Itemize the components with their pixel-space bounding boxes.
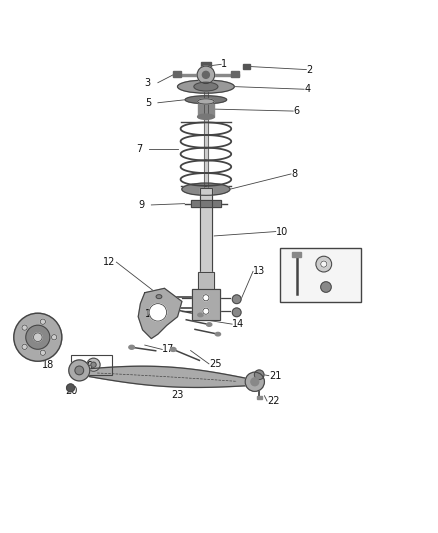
Ellipse shape <box>215 333 221 336</box>
Polygon shape <box>138 288 182 338</box>
Circle shape <box>14 313 62 361</box>
Bar <box>192 289 220 320</box>
Ellipse shape <box>198 99 214 104</box>
Bar <box>198 101 214 117</box>
Text: 7: 7 <box>136 143 142 154</box>
Circle shape <box>197 66 215 84</box>
Bar <box>191 200 221 207</box>
Text: 1: 1 <box>221 59 227 69</box>
Circle shape <box>91 362 96 367</box>
Text: 17: 17 <box>162 344 175 354</box>
Text: 18: 18 <box>42 360 54 370</box>
Circle shape <box>69 360 90 381</box>
Text: 24: 24 <box>343 282 356 293</box>
Text: 2: 2 <box>306 64 313 75</box>
Ellipse shape <box>156 295 162 298</box>
Text: 19: 19 <box>81 361 94 371</box>
Circle shape <box>321 261 327 267</box>
Circle shape <box>245 372 265 391</box>
Bar <box>280 248 361 302</box>
Bar <box>198 272 214 289</box>
Ellipse shape <box>182 183 230 195</box>
Ellipse shape <box>156 306 162 310</box>
Ellipse shape <box>170 348 176 351</box>
Circle shape <box>316 256 332 272</box>
Text: 13: 13 <box>253 266 265 276</box>
Circle shape <box>232 295 241 304</box>
Circle shape <box>75 366 84 375</box>
Circle shape <box>33 333 42 342</box>
Ellipse shape <box>177 80 234 93</box>
Text: 6: 6 <box>293 106 299 116</box>
Circle shape <box>203 295 209 301</box>
Text: 12: 12 <box>103 257 116 267</box>
Text: 20: 20 <box>65 386 78 396</box>
Text: 4: 4 <box>304 84 310 94</box>
Circle shape <box>52 335 57 340</box>
Circle shape <box>22 325 27 330</box>
Ellipse shape <box>207 323 212 326</box>
Circle shape <box>232 308 241 317</box>
Text: 22: 22 <box>267 396 279 406</box>
Ellipse shape <box>198 114 214 119</box>
Circle shape <box>87 358 100 372</box>
Bar <box>71 354 112 375</box>
Text: 15: 15 <box>145 309 157 319</box>
Bar <box>292 252 301 257</box>
Circle shape <box>203 308 209 314</box>
Text: 21: 21 <box>269 370 281 381</box>
Text: 9: 9 <box>138 200 145 210</box>
Bar <box>257 395 262 399</box>
Circle shape <box>251 378 259 386</box>
Bar <box>243 64 250 69</box>
Circle shape <box>202 71 209 78</box>
Bar <box>204 79 208 188</box>
Circle shape <box>40 319 46 324</box>
Text: 3: 3 <box>145 78 151 88</box>
Text: 8: 8 <box>291 169 297 179</box>
Text: 5: 5 <box>145 98 151 108</box>
Circle shape <box>67 384 74 392</box>
Circle shape <box>254 370 264 379</box>
Bar <box>200 188 212 289</box>
Circle shape <box>149 304 166 321</box>
Bar <box>192 289 220 320</box>
Text: 10: 10 <box>276 227 288 237</box>
Circle shape <box>321 282 331 292</box>
Circle shape <box>22 344 27 350</box>
Polygon shape <box>79 366 255 387</box>
Ellipse shape <box>194 82 218 91</box>
Text: 16: 16 <box>27 329 39 339</box>
Ellipse shape <box>185 96 226 103</box>
Text: 23: 23 <box>171 390 184 400</box>
Circle shape <box>40 350 46 356</box>
Bar <box>201 62 211 70</box>
Bar <box>231 71 239 77</box>
Bar <box>198 272 214 289</box>
Bar <box>200 188 212 289</box>
Ellipse shape <box>129 345 134 349</box>
Ellipse shape <box>198 313 203 317</box>
Bar <box>173 71 181 77</box>
Text: 25: 25 <box>209 359 222 369</box>
Text: 14: 14 <box>232 319 244 329</box>
Bar <box>191 200 221 207</box>
Bar <box>173 74 239 76</box>
Circle shape <box>26 325 50 349</box>
